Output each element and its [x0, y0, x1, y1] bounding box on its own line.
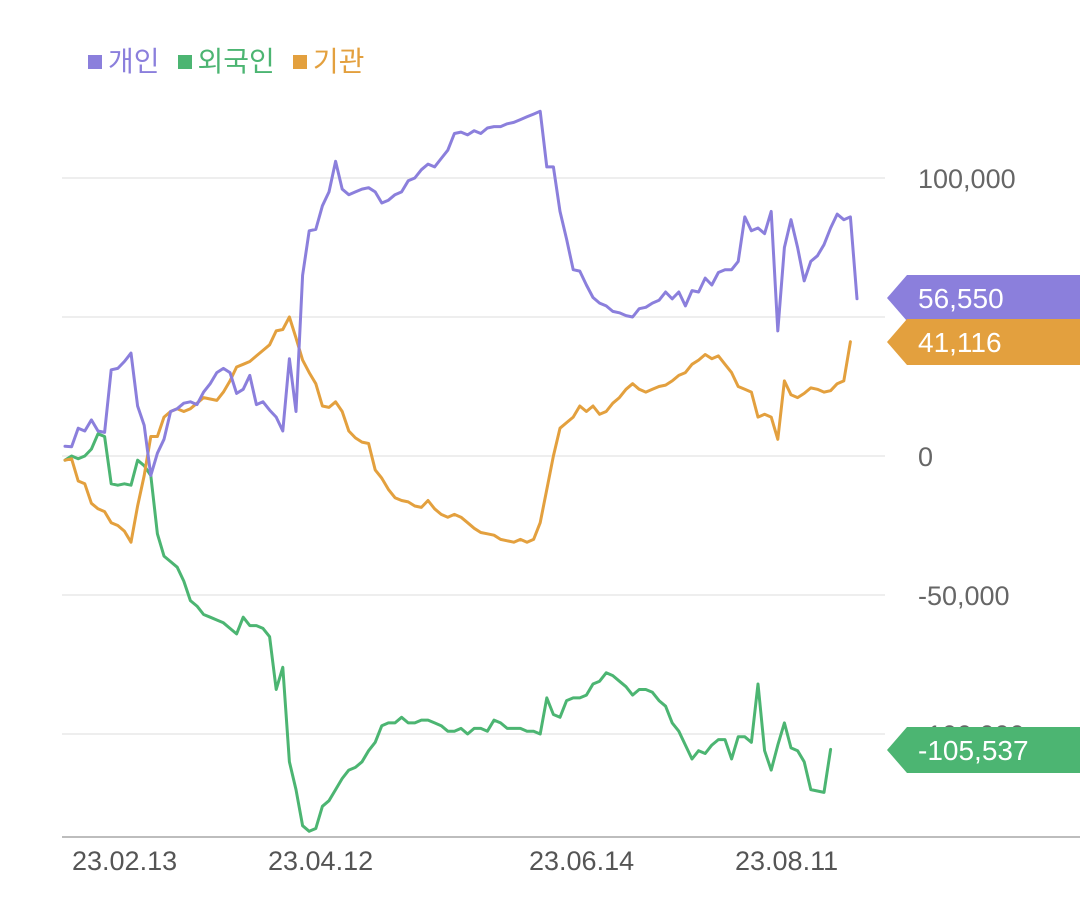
end-value-tag-individual [887, 275, 1080, 321]
legend-label-institution: 기관 [312, 45, 365, 78]
x-tick-label-2: 23.06.14 [529, 846, 634, 876]
series-line-foreign [63, 432, 833, 833]
legend-swatch-individual [88, 55, 102, 69]
legend-label-individual: 개인 [108, 45, 160, 78]
chart-legend: 개인 외국인 기관 [88, 44, 364, 80]
legend-item-institution[interactable]: 기관 [292, 44, 365, 80]
end-value-label-individual: 56,550 [918, 283, 1004, 314]
y-tick-label-3: -50,000 [918, 581, 1010, 611]
series-line-institution [63, 315, 852, 544]
x-tick-label-0: 23.02.13 [72, 846, 177, 876]
y-tick-label-2: 0 [918, 442, 933, 472]
y-tick-label-0: 100,000 [918, 164, 1016, 194]
legend-item-individual[interactable]: 개인 [88, 44, 160, 80]
legend-item-foreign[interactable]: 외국인 [177, 44, 275, 80]
x-tick-label-3: 23.08.11 [735, 846, 838, 876]
x-tick-label-1: 23.04.12 [268, 846, 373, 876]
end-value-label-foreign: -105,537 [918, 735, 1029, 766]
series-line-individual [63, 109, 859, 477]
legend-label-foreign: 외국인 [197, 45, 275, 78]
end-value-label-institution: 41,116 [918, 327, 1002, 358]
end-value-tag-foreign [887, 727, 1080, 773]
legend-swatch-foreign [177, 55, 192, 69]
end-value-tag-institution [887, 319, 1080, 365]
legend-swatch-institution [292, 55, 307, 69]
